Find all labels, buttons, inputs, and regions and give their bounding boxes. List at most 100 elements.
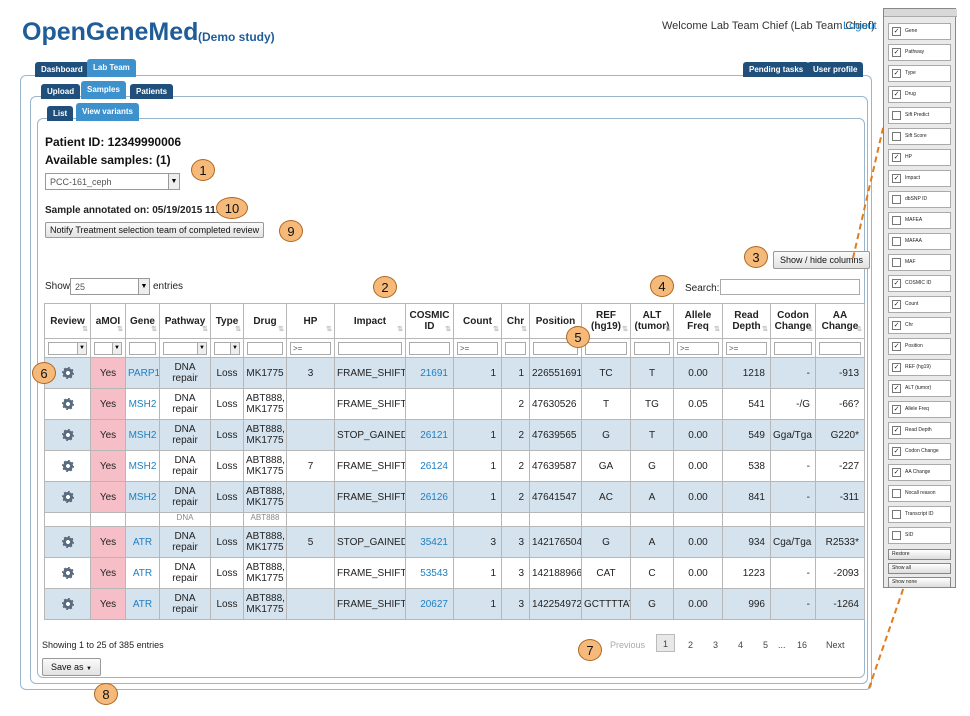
checkbox[interactable]: ✓ [892,447,901,456]
filter-input[interactable] [585,341,627,355]
column-toggle-type[interactable]: ✓ Type [888,65,951,82]
cell-gene[interactable]: PARP1 [125,357,160,389]
pagination-page-16[interactable]: 16 [797,640,808,650]
column-header-alt-tumor[interactable]: ALT (tumor) ⇅ [630,303,674,339]
column-toggle-hp[interactable]: ✓ HP [888,149,951,166]
column-toggle-gene[interactable]: ✓ Gene [888,23,951,40]
column-header-read-depth[interactable]: Read Depth ⇅ [722,303,771,339]
checkbox[interactable]: ✓ [892,405,901,414]
filter-range-input[interactable]: >= [726,341,767,355]
cell-gene[interactable]: MSH2 [125,419,160,451]
tab-dashboard[interactable]: Dashboard [35,62,89,77]
column-header-review[interactable]: Review ⇅ [44,303,91,339]
column-toggle-aa-change[interactable]: ✓ AA Change [888,464,951,481]
filter-input[interactable] [247,341,283,355]
column-header-hp[interactable]: HP ⇅ [286,303,335,339]
checkbox[interactable] [892,111,901,120]
column-toggle-chr[interactable]: ✓ Chr [888,317,951,334]
filter-range-input[interactable]: >= [457,341,498,355]
save-as-button[interactable]: Save as ▼ [42,658,101,676]
tab-view-variants[interactable]: View variants [76,103,139,121]
column-toggle-codon-change[interactable]: ✓ Codon Change [888,443,951,460]
cell-gene[interactable]: MSH2 [125,481,160,513]
column-header-allele-freq[interactable]: Allele Freq ⇅ [673,303,723,339]
column-toggle-transcript-id[interactable]: Transcript ID [888,506,951,523]
tab-list[interactable]: List [47,106,74,121]
tab-user-profile[interactable]: User profile [807,62,864,77]
filter-input[interactable] [129,341,156,355]
cell-cosmic[interactable]: 21691 [405,357,454,389]
filter-input[interactable] [338,341,402,355]
column-header-pathway[interactable]: Pathway ⇅ [159,303,211,339]
gear-icon[interactable] [61,429,74,441]
cell-gene[interactable]: MSH2 [125,450,160,482]
filter-select[interactable]: ▼ [214,341,240,355]
gear-icon[interactable] [61,491,74,503]
notify-treatment-button[interactable]: Notify Treatment selection team of compl… [45,222,265,238]
checkbox[interactable]: ✓ [892,69,901,78]
cell-gene[interactable]: ATR [125,526,160,558]
column-header-count[interactable]: Count ⇅ [453,303,502,339]
checkbox[interactable] [892,258,901,267]
checkbox[interactable] [892,531,901,540]
column-toggle-allele-freq[interactable]: ✓ Allele Freq [888,401,951,418]
column-toggle-count[interactable]: ✓ Count [888,296,951,313]
filter-input[interactable] [409,341,450,355]
checkbox[interactable]: ✓ [892,342,901,351]
cell-cosmic[interactable] [405,388,454,420]
column-header-codon-change[interactable]: Codon Change ⇅ [770,303,816,339]
checkbox[interactable]: ✓ [892,426,901,435]
column-toggle-mafaa[interactable]: MAFAA [888,233,951,250]
column-toggle-cosmic-id[interactable]: ✓ COSMIC ID [888,275,951,292]
filter-input[interactable] [505,341,526,355]
filter-input[interactable] [774,341,812,355]
checkbox[interactable]: ✓ [892,321,901,330]
checkbox[interactable]: ✓ [892,279,901,288]
filter-input[interactable] [634,341,670,355]
cell-cosmic[interactable]: 26124 [405,450,454,482]
entries-select[interactable]: 25 ▼ [70,278,150,295]
cell-gene[interactable]: MSH2 [125,388,160,420]
filter-select[interactable]: ▼ [48,341,87,355]
show-hide-columns-button[interactable]: Show / hide columns [773,251,871,269]
column-panel-show-all-button[interactable]: Show all [888,563,951,574]
filter-input[interactable] [819,341,861,355]
column-header-aa-change[interactable]: AA Change ⇅ [815,303,865,339]
column-toggle-impact[interactable]: ✓ Impact [888,170,951,187]
pagination-next[interactable]: Next [826,640,845,650]
column-toggle-sift-predict[interactable]: Sift Predict [888,107,951,124]
column-header-drug[interactable]: Drug ⇅ [243,303,287,339]
cell-cosmic[interactable]: 26126 [405,481,454,513]
search-input[interactable] [720,279,860,295]
tab-samples[interactable]: Samples [81,81,126,99]
filter-range-input[interactable]: >= [290,341,331,355]
gear-icon[interactable] [61,460,74,472]
checkbox[interactable]: ✓ [892,384,901,393]
cell-cosmic[interactable]: 53543 [405,557,454,589]
checkbox[interactable]: ✓ [892,153,901,162]
column-toggle-pathway[interactable]: ✓ Pathway [888,44,951,61]
column-header-type[interactable]: Type ⇅ [210,303,244,339]
filter-select[interactable]: ▼ [94,341,122,355]
column-toggle-nocall-reason[interactable]: Nocall reason [888,485,951,502]
checkbox[interactable]: ✓ [892,27,901,36]
column-panel-show-none-button[interactable]: Show none [888,577,951,588]
column-header-amoi[interactable]: aMOI ⇅ [90,303,126,339]
tab-upload[interactable]: Upload [41,84,81,99]
column-header-chr[interactable]: Chr ⇅ [501,303,530,339]
checkbox[interactable]: ✓ [892,174,901,183]
pagination-page-1[interactable]: 1 [656,634,676,652]
pagination-page-5[interactable]: 5 [763,640,769,650]
checkbox[interactable]: ✓ [892,90,901,99]
gear-icon[interactable] [61,598,74,610]
cell-gene[interactable]: ATR [125,588,160,620]
column-toggle-maf[interactable]: MAF [888,254,951,271]
cell-cosmic[interactable]: 20627 [405,588,454,620]
checkbox[interactable]: ✓ [892,300,901,309]
checkbox[interactable]: ✓ [892,468,901,477]
filter-input[interactable] [533,341,578,355]
checkbox[interactable] [892,489,901,498]
gear-icon[interactable] [61,567,74,579]
tab-pending-tasks[interactable]: Pending tasks [743,62,810,77]
column-toggle-sift-score[interactable]: Sift Score [888,128,951,145]
